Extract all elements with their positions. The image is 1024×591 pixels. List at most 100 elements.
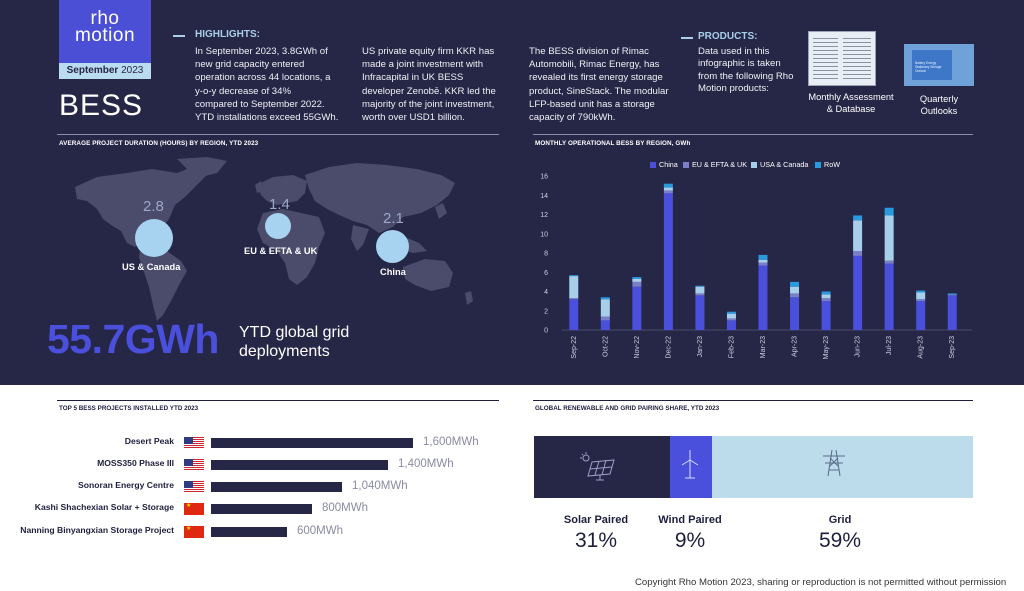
bubble-eu-efta-uk [265, 213, 291, 239]
quarterly-outlook-thumbnail[interactable]: Battery Energy Stationary Storage Outloo… [904, 44, 974, 86]
grid-label: Grid [828, 514, 852, 526]
chart-title: MONTHLY OPERATIONAL BESS BY REGION, GWh [535, 140, 691, 147]
text-line: Battery Energy [915, 61, 937, 65]
bar-segment [790, 281, 800, 287]
ytd-total-value: 55.7GWh [47, 316, 219, 362]
bar-segment [884, 207, 894, 216]
text-line: from the following Rho [698, 70, 794, 82]
text-line: & Database [826, 104, 876, 114]
date-month: September [66, 65, 119, 76]
text-line: revealed its first energy storage [529, 72, 663, 84]
us-flag-icon [184, 459, 204, 471]
bar-segment [758, 265, 768, 330]
bar-segment [758, 262, 768, 266]
text-line: majority of the joint investment, [362, 98, 495, 110]
x-tick-label: Sep-23 [949, 336, 956, 359]
section-divider [57, 400, 499, 401]
power-pylon-icon [823, 449, 845, 477]
solar-share-block [534, 436, 670, 498]
bar-segment [663, 187, 673, 191]
products-text: Data used in this infographic is taken f… [698, 46, 808, 96]
products-dash [681, 37, 693, 39]
text-line: Outlooks [920, 106, 958, 116]
project-name: Desert Peak [124, 436, 174, 446]
x-tick-label: Apr-23 [792, 336, 799, 357]
project-value: 1,600MWh [423, 436, 479, 448]
text-line: Monthly Assessment [808, 92, 894, 102]
label-eu-efta-uk: EU & EFTA & UK [244, 246, 318, 256]
bar-segment [821, 294, 831, 299]
thumbnail-caption: Battery Energy Stationary Storage Outloo… [915, 61, 941, 73]
bar-segment [569, 276, 579, 299]
text-line: compared to September 2022. [195, 98, 325, 110]
x-tick-label: Jun-23 [855, 336, 862, 358]
text-line: Outlook [915, 69, 926, 73]
bar-segment [821, 298, 831, 302]
bar-segment [569, 275, 579, 277]
bar-segment [632, 277, 642, 279]
x-tick-label: Jul-23 [886, 336, 893, 355]
project-bar [211, 527, 287, 537]
text-line: product, SineStack. The modular [529, 85, 669, 97]
x-tick-label: Mar-23 [760, 336, 767, 358]
value-china: 2.1 [383, 210, 404, 227]
project-value: 1,040MWh [352, 480, 408, 492]
copyright-notice: Copyright Rho Motion 2023, sharing or re… [635, 577, 1007, 588]
solar-label: Solar Paired [563, 514, 629, 526]
date-year: 2023 [121, 65, 144, 76]
bar-segment [632, 281, 642, 287]
bar-segment [726, 313, 736, 319]
legend-label: USA & Canada [760, 160, 809, 169]
text-line: new grid capacity entered [195, 59, 305, 71]
thumbnail-panel [912, 50, 952, 80]
world-map [75, 157, 473, 321]
bar-segment [916, 290, 926, 293]
china-flag-icon: ★ [184, 503, 204, 515]
bar-segment [853, 251, 863, 256]
section-divider [57, 134, 499, 135]
project-value: 1,400MWh [398, 458, 454, 470]
bubble-us-canada [135, 219, 173, 257]
text-line: LFP-based unit has a storage [529, 98, 655, 110]
bar-segment [600, 316, 610, 321]
bar-segment [695, 295, 705, 330]
legend-label: EU & EFTA & UK [692, 160, 747, 169]
bar-segment [758, 254, 768, 260]
bar-segment [726, 318, 736, 321]
label-china: China [380, 267, 406, 277]
top5-title: TOP 5 BESS PROJECTS INSTALLED YTD 2023 [59, 405, 199, 412]
legend-item-usa: USA & Canada [751, 160, 808, 169]
bar-segment [663, 190, 673, 194]
text-line: capacity of 790kWh. [529, 112, 616, 124]
y-tick-label: 0 [544, 328, 548, 335]
y-tick-label: 8 [544, 251, 548, 258]
text-line: Stationary Storage [915, 65, 942, 69]
monthly-assessment-thumbnail[interactable] [808, 31, 876, 86]
bar-segment [884, 260, 894, 264]
project-name: Kashi Shachexian Solar + Storage [34, 502, 174, 512]
text-line: Data used in this [698, 46, 770, 57]
y-tick-label: 2 [544, 308, 548, 315]
x-tick-label: Oct-22 [602, 336, 609, 357]
x-tick-label: Nov-22 [634, 336, 641, 359]
text-line: worth over USD1 billion. [362, 112, 465, 124]
pairing-title: GLOBAL RENEWABLE AND GRID PAIRING SHARE,… [535, 405, 720, 412]
text-line: developer Zenobē. KKR led the [362, 85, 496, 97]
bar-segment [790, 286, 800, 294]
project-name: Nanning Binyangxian Storage Project [20, 525, 174, 535]
project-bar [211, 482, 342, 492]
text-line: The BESS division of Rimac [529, 46, 649, 57]
text-line: made a joint investment with [362, 59, 484, 71]
bar-segment [600, 297, 610, 300]
bar-segment [726, 311, 736, 314]
bar-segment [600, 299, 610, 317]
project-bar [211, 504, 312, 514]
project-value: 600MWh [297, 525, 344, 537]
us-flag-icon [184, 481, 204, 493]
rho-motion-logo: rho motion [59, 0, 151, 63]
highlight-col2: US private equity firm KKR has made a jo… [362, 45, 522, 124]
legend-label: China [659, 160, 678, 169]
x-tick-label: Aug-23 [918, 336, 925, 359]
project-value: 800MWh [322, 502, 369, 514]
page-title: BESS [59, 89, 144, 122]
